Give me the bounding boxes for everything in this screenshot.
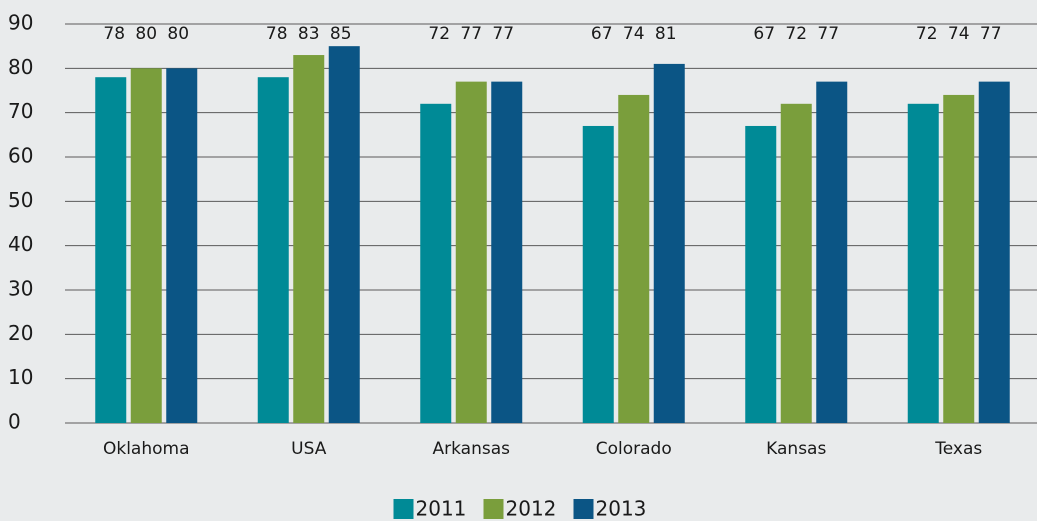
bar bbox=[166, 68, 198, 423]
y-tick-label: 40 bbox=[8, 232, 33, 256]
y-tick-label: 90 bbox=[8, 11, 33, 35]
legend-swatch bbox=[393, 499, 414, 519]
bar bbox=[582, 125, 614, 423]
value-label: 74 bbox=[948, 24, 970, 44]
value-label: 78 bbox=[103, 24, 125, 44]
bar bbox=[328, 46, 360, 424]
bar bbox=[257, 77, 289, 423]
value-label: 77 bbox=[817, 24, 839, 44]
bar bbox=[780, 103, 812, 424]
value-label: 85 bbox=[330, 24, 352, 44]
bar bbox=[653, 63, 685, 424]
bar bbox=[491, 81, 523, 423]
y-tick-label: 60 bbox=[8, 144, 33, 168]
y-tick-label: 50 bbox=[8, 188, 33, 212]
x-tick-label: Arkansas bbox=[433, 439, 511, 459]
x-tick-label: Kansas bbox=[766, 439, 826, 459]
y-tick-label: 30 bbox=[8, 277, 33, 301]
value-label: 77 bbox=[980, 24, 1002, 44]
bar bbox=[745, 125, 777, 423]
value-label: 80 bbox=[135, 24, 157, 44]
bar bbox=[943, 94, 975, 423]
legend-swatch bbox=[483, 499, 504, 519]
y-tick-label: 10 bbox=[8, 365, 33, 389]
legend-label: 2013 bbox=[596, 497, 647, 521]
bar bbox=[618, 94, 650, 423]
x-tick-label: Texas bbox=[934, 439, 982, 459]
bar bbox=[95, 77, 127, 423]
value-label: 78 bbox=[266, 24, 288, 44]
bar bbox=[130, 68, 162, 423]
y-tick-label: 0 bbox=[8, 410, 21, 434]
value-label: 77 bbox=[460, 24, 482, 44]
bar bbox=[293, 55, 325, 424]
legend-swatch bbox=[573, 499, 594, 519]
value-label: 72 bbox=[785, 24, 807, 44]
value-label: 72 bbox=[916, 24, 938, 44]
legend-label: 2012 bbox=[506, 497, 557, 521]
bar bbox=[907, 103, 939, 424]
value-label: 72 bbox=[428, 24, 450, 44]
value-label: 74 bbox=[623, 24, 645, 44]
bar bbox=[455, 81, 487, 423]
x-tick-label: Oklahoma bbox=[103, 439, 190, 459]
bar bbox=[816, 81, 848, 423]
value-label: 67 bbox=[753, 24, 775, 44]
y-tick-label: 20 bbox=[8, 321, 33, 345]
x-tick-label: USA bbox=[291, 439, 327, 459]
value-label: 81 bbox=[655, 24, 677, 44]
bar bbox=[420, 103, 452, 424]
value-label: 77 bbox=[492, 24, 514, 44]
value-label: 67 bbox=[591, 24, 613, 44]
y-tick-label: 80 bbox=[8, 55, 33, 79]
value-label: 83 bbox=[298, 24, 320, 44]
legend-label: 2011 bbox=[416, 497, 467, 521]
y-tick-label: 70 bbox=[8, 99, 33, 123]
bar bbox=[978, 81, 1010, 423]
x-tick-label: Colorado bbox=[596, 439, 672, 459]
value-label: 80 bbox=[167, 24, 189, 44]
